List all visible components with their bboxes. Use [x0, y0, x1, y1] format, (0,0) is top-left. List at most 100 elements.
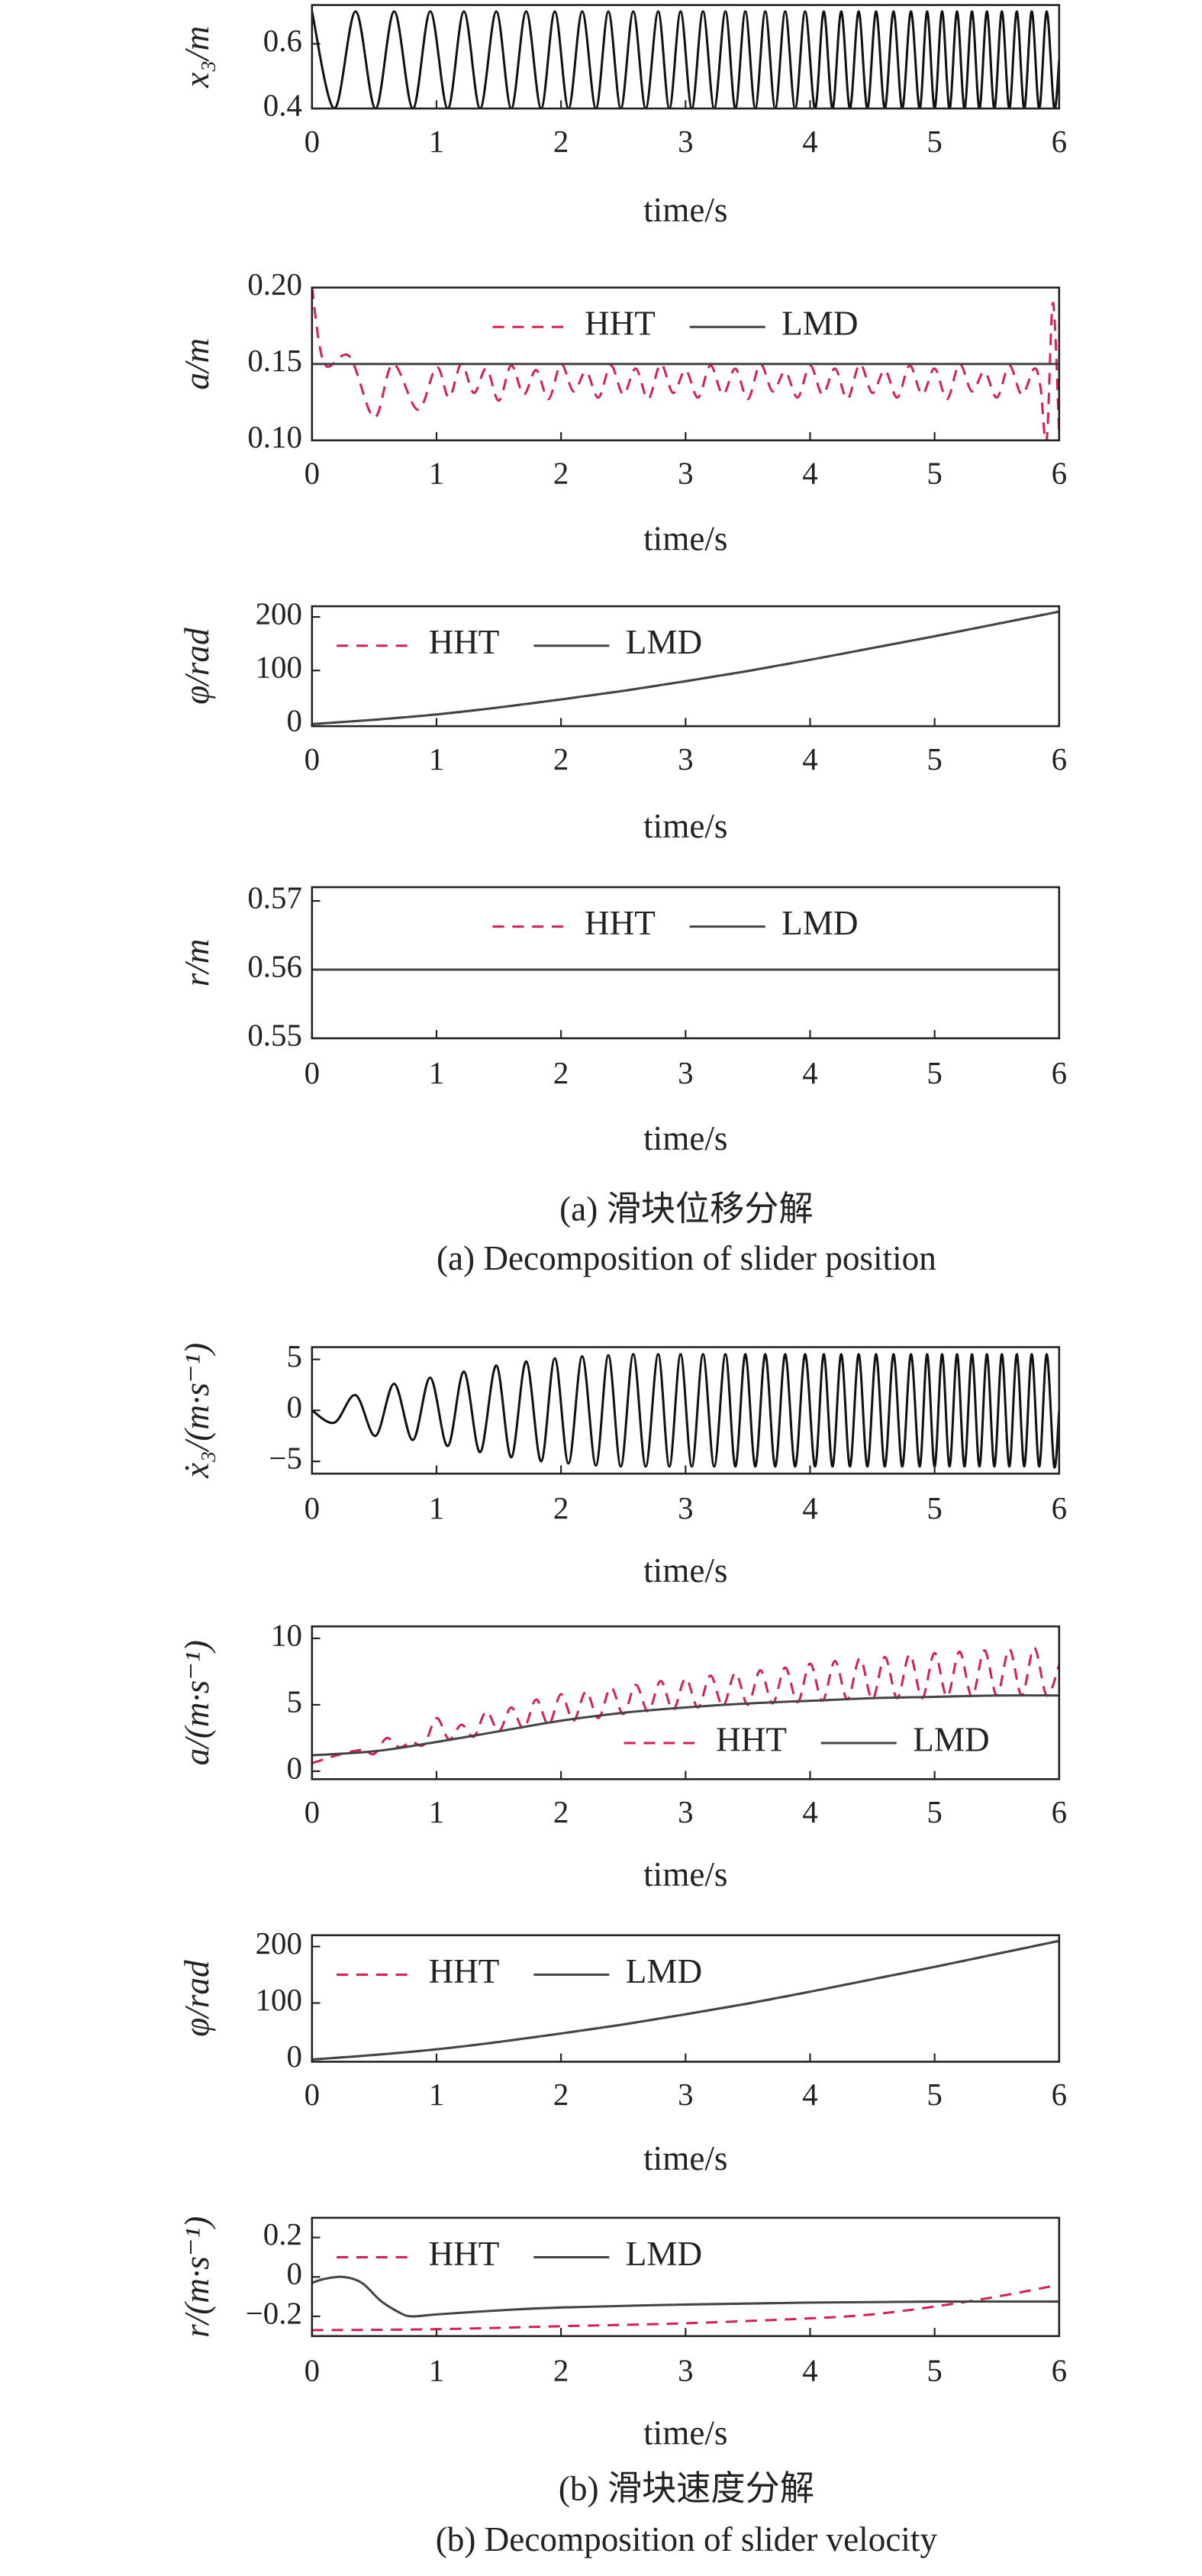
y-tick-label: 0 — [286, 2257, 301, 2291]
x-axis-label: time/s — [643, 520, 727, 558]
y-axis-label: r/m — [178, 939, 216, 987]
y-axis-label: φ/rad — [178, 1960, 216, 2037]
y-tick-label: 5 — [286, 1684, 301, 1719]
y-tick-label: 0.15 — [247, 344, 302, 378]
series-line — [311, 1694, 1059, 1757]
x-tick-label: 2 — [553, 1795, 569, 1829]
legend-label: HHT — [429, 623, 500, 661]
x-tick-label: 1 — [429, 456, 444, 490]
x-tick-label: 4 — [802, 1056, 817, 1090]
x-tick-label: 4 — [802, 1795, 817, 1829]
x-tick-label: 5 — [926, 456, 942, 490]
x-tick-label: 3 — [678, 1056, 693, 1090]
x-tick-label: 1 — [429, 2077, 444, 2112]
x-tick-label: 0 — [305, 456, 320, 490]
y-axis-label: ẋ₃/(m·s⁻¹) — [178, 1343, 216, 1479]
x-axis-label: time/s — [643, 2139, 727, 2177]
x-axis-label: time/s — [643, 1855, 727, 1893]
y-tick-label: −0.2 — [246, 2296, 302, 2330]
plot-frame — [311, 2216, 1061, 2338]
y-tick-label: 0.6 — [263, 24, 302, 58]
x-tick-label: 3 — [678, 1795, 693, 1829]
x-axis-label: time/s — [643, 807, 727, 845]
x-tick-label: 4 — [802, 456, 817, 490]
legend-label: LMD — [781, 305, 858, 343]
x-tick-label: 3 — [678, 124, 693, 159]
legend-label: HHT — [716, 1720, 787, 1758]
y-tick-label: 0.55 — [247, 1018, 302, 1052]
x-tick-label: 3 — [678, 742, 693, 776]
plot-frame — [311, 886, 1061, 1040]
x-tick-label: 2 — [553, 1056, 569, 1090]
caption: (b) Decomposition of slider velocity — [436, 2520, 938, 2558]
x-tick-label: 5 — [926, 1056, 942, 1090]
plot-frame — [311, 1934, 1061, 2063]
y-axis-label: a/m — [178, 338, 216, 390]
x-tick-label: 3 — [678, 1491, 693, 1525]
caption: (b) 滑块速度分解 — [559, 2470, 814, 2508]
legend-label: LMD — [781, 904, 858, 942]
y-tick-label: 100 — [256, 1983, 302, 2017]
x-tick-label: 0 — [305, 1491, 320, 1525]
y-tick-label: 10 — [271, 1618, 302, 1652]
x-tick-label: 0 — [305, 2077, 320, 2112]
y-tick-label: 0.20 — [247, 267, 302, 302]
x-tick-label: 6 — [1052, 1056, 1067, 1090]
x-tick-label: 5 — [926, 124, 942, 159]
x-tick-label: 6 — [1052, 456, 1067, 490]
legend-label: HHT — [585, 904, 656, 942]
series-line — [311, 610, 1059, 725]
x-tick-label: 0 — [305, 124, 320, 159]
x-tick-label: 6 — [1052, 1795, 1067, 1829]
x-tick-label: 1 — [429, 1056, 444, 1090]
y-tick-label: 0.57 — [247, 880, 302, 915]
x-tick-label: 2 — [553, 456, 569, 490]
legend-label: LMD — [626, 1952, 702, 1990]
y-tick-label: 200 — [256, 596, 302, 631]
x-tick-label: 2 — [553, 742, 569, 776]
x-tick-label: 6 — [1052, 2354, 1067, 2388]
legend-label: LMD — [913, 1720, 989, 1758]
x-tick-label: 0 — [305, 1795, 320, 1829]
x-tick-label: 4 — [802, 124, 817, 159]
x-tick-label: 6 — [1052, 2077, 1067, 2112]
series-line — [311, 10, 1059, 109]
y-tick-label: 0 — [286, 1751, 301, 1785]
x-tick-label: 0 — [305, 2354, 320, 2388]
x-tick-label: 1 — [429, 1795, 444, 1829]
x-tick-label: 3 — [678, 2354, 693, 2388]
y-tick-label: 0.56 — [247, 949, 302, 983]
y-tick-label: 0 — [286, 2039, 301, 2074]
y-axis-label: a/(m·s⁻¹) — [178, 1640, 216, 1765]
y-tick-label: 0 — [286, 1390, 301, 1425]
x-tick-label: 3 — [678, 2077, 693, 2112]
x-tick-label: 2 — [553, 2354, 569, 2388]
legend-label: LMD — [626, 623, 702, 661]
y-tick-label: 100 — [256, 650, 302, 685]
plot-frame — [311, 286, 1061, 442]
x-tick-label: 6 — [1052, 1491, 1067, 1525]
x-tick-label: 4 — [802, 2077, 817, 2112]
legend-label: HHT — [585, 305, 656, 343]
y-axis-label: r/(m·s⁻¹) — [178, 2216, 216, 2338]
x-tick-label: 6 — [1052, 742, 1067, 776]
plot-frame — [311, 1625, 1061, 1780]
x-tick-label: 2 — [553, 1491, 569, 1525]
x-tick-label: 1 — [429, 1491, 444, 1525]
y-tick-label: 0.10 — [247, 420, 302, 454]
x-tick-label: 2 — [553, 2077, 569, 2112]
caption: (a) Decomposition of slider position — [437, 1239, 936, 1277]
x-tick-label: 5 — [926, 1795, 942, 1829]
legend-label: LMD — [626, 2235, 702, 2273]
y-tick-label: 5 — [286, 1339, 301, 1374]
series-line — [311, 1939, 1059, 2061]
caption: (a) 滑块位移分解 — [559, 1190, 813, 1228]
x-tick-label: 4 — [802, 2354, 817, 2388]
x-axis-label: time/s — [643, 191, 727, 229]
y-axis-label: φ/rad — [178, 628, 216, 705]
plot-frame — [311, 1346, 1061, 1475]
x-tick-label: 3 — [678, 456, 693, 490]
series-line — [311, 2275, 1059, 2318]
